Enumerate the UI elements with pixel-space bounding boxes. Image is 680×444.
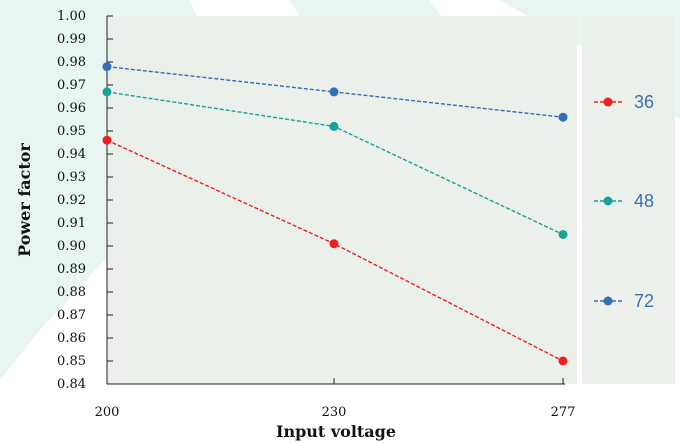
y-tick-label: 0.90 [57,239,86,254]
x-tick-label: 277 [551,405,576,420]
legend-label-72: 72 [634,291,654,311]
y-tick-label: 0.84 [57,377,86,392]
x-tick-label: 200 [95,405,120,420]
legend-marker-72 [603,296,613,306]
data-point-72 [329,87,339,97]
y-tick-label: 0.86 [57,331,86,346]
legend-marker-48 [603,196,613,206]
series-group [102,62,568,366]
y-tick-label: 0.99 [57,32,86,47]
data-point-72 [558,112,568,122]
x-tick-label: 230 [322,405,347,420]
y-axis-title: Power factor [15,143,34,257]
y-ticks: 1.00 0.99 0.98 0.97 0.96 0.95 0.94 0.93 0.92 0.91… [57,9,113,392]
data-point-36 [102,135,112,145]
data-point-48 [329,121,339,131]
y-tick-label: 0.98 [57,55,86,70]
y-tick-label: 0.93 [57,170,86,185]
data-point-48 [558,230,568,239]
legend-box [582,16,675,384]
x-axis-title: Input voltage [276,422,396,441]
y-tick-label: 0.87 [57,308,86,323]
data-point-48 [102,87,112,97]
y-tick-label: 0.88 [57,285,86,300]
plot-area [107,16,577,384]
y-tick-label: 1.00 [57,9,86,24]
y-tick-label: 0.95 [57,124,86,139]
data-point-36 [558,356,568,366]
y-tick-label: 0.85 [57,354,86,369]
y-tick-label: 0.96 [57,101,86,116]
data-point-36 [329,239,339,249]
data-point-72 [102,62,112,72]
y-tick-label: 0.89 [57,262,86,277]
y-tick-label: 0.92 [57,193,86,208]
legend-marker-36 [603,97,613,107]
y-tick-label: 0.97 [57,78,86,93]
x-ticks: 200 230 277 [95,378,576,420]
legend-label-48: 48 [634,191,654,211]
y-tick-label: 0.91 [57,216,86,231]
legend: 36 48 72 [594,92,654,311]
legend-label-36: 36 [634,92,654,112]
y-tick-label: 0.94 [57,147,86,162]
